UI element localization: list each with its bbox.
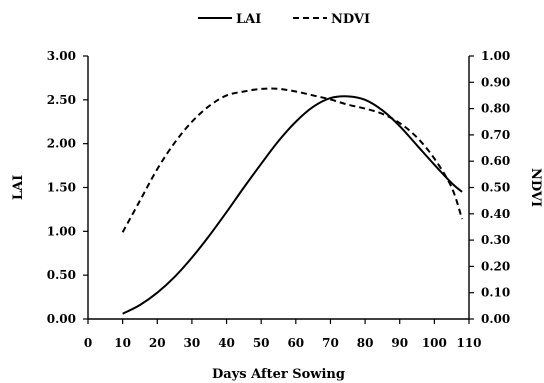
left-y-tick-label: 1.50 xyxy=(47,181,76,195)
legend-label-ndvi: NDVI xyxy=(331,12,370,27)
x-axis-title: Days After Sowing xyxy=(212,367,345,382)
x-tick-label: 110 xyxy=(456,336,481,350)
right-y-tick-label: 0.40 xyxy=(481,207,510,221)
x-tick-label: 40 xyxy=(218,336,235,350)
x-tick-label: 70 xyxy=(322,336,339,350)
right-y-tick-label: 0.80 xyxy=(481,102,510,116)
left-y-tick-label: 1.00 xyxy=(47,224,76,238)
left-y-tick-label: 0.50 xyxy=(47,268,76,282)
left-y-tick-label: 0.00 xyxy=(47,312,76,326)
x-tick-label: 80 xyxy=(357,336,374,350)
right-y-tick-label: 0.30 xyxy=(481,233,510,247)
right-y-tick-label: 0.50 xyxy=(481,181,510,195)
right-y-tick-label: 0.70 xyxy=(481,128,510,142)
left-y-tick-label: 3.00 xyxy=(47,49,76,63)
x-tick-label: 10 xyxy=(114,336,131,350)
x-tick-label: 90 xyxy=(391,336,408,350)
series-line-ndvi xyxy=(121,87,464,233)
right-y-axis-title: NDVI xyxy=(528,168,543,207)
right-y-tick-label: 0.90 xyxy=(481,75,510,89)
left-y-tick-label: 2.50 xyxy=(47,93,76,107)
x-tick-label: 60 xyxy=(287,336,304,350)
right-y-tick-label: 0.60 xyxy=(481,154,510,168)
legend-label-lai: LAI xyxy=(236,12,261,27)
left-y-axis-title: LAI xyxy=(11,175,26,200)
series-line-lai xyxy=(122,95,463,315)
right-y-tick-label: 0.20 xyxy=(481,259,510,273)
x-tick-label: 20 xyxy=(149,336,166,350)
right-y-tick-label: 0.10 xyxy=(481,286,510,300)
x-tick-label: 0 xyxy=(84,336,92,350)
right-y-tick-label: 1.00 xyxy=(481,49,510,63)
x-tick-label: 100 xyxy=(422,336,447,350)
x-tick-label: 30 xyxy=(184,336,201,350)
left-y-tick-label: 2.00 xyxy=(47,137,76,151)
x-tick-label: 50 xyxy=(253,336,270,350)
right-y-tick-label: 0.00 xyxy=(481,312,510,326)
